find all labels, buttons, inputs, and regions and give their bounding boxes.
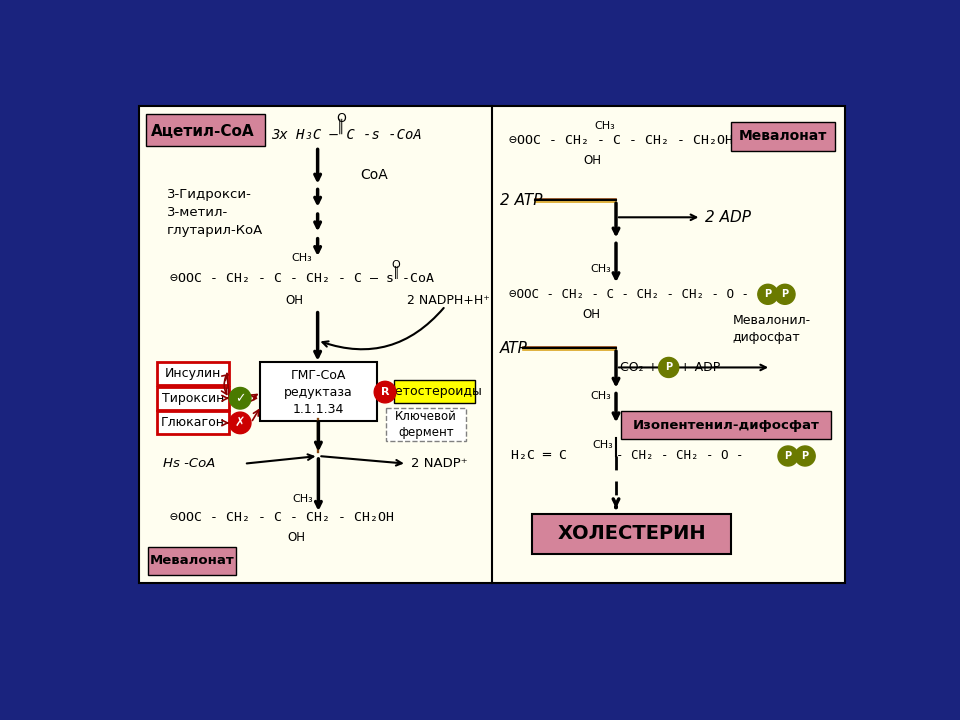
FancyBboxPatch shape	[532, 514, 731, 554]
Circle shape	[659, 357, 679, 377]
Text: 3-Гидрокси-
3-метил-
глутарил-КоА: 3-Гидрокси- 3-метил- глутарил-КоА	[166, 188, 263, 237]
FancyBboxPatch shape	[395, 379, 475, 403]
Text: Мевалонил-
дифосфат: Мевалонил- дифосфат	[732, 313, 810, 343]
Text: 2 ATP: 2 ATP	[500, 193, 542, 208]
Text: ⊖OOC - CH₂ - C - CH₂ - CH₂ - O -: ⊖OOC - CH₂ - C - CH₂ - CH₂ - O -	[509, 288, 749, 301]
Text: ✗: ✗	[235, 416, 246, 429]
FancyBboxPatch shape	[148, 547, 236, 575]
FancyBboxPatch shape	[157, 387, 228, 410]
Text: CH₃: CH₃	[292, 253, 313, 264]
FancyBboxPatch shape	[157, 362, 228, 385]
Text: Ацетил-CoA: Ацетил-CoA	[151, 124, 254, 138]
Text: ⊖OOC - CH₂ - C - CH₂ - CH₂OH: ⊖OOC - CH₂ - C - CH₂ - CH₂OH	[509, 134, 733, 147]
Text: + ADP: + ADP	[680, 361, 720, 374]
Text: OH: OH	[584, 154, 602, 167]
Text: Ключевой
фермент: Ключевой фермент	[396, 410, 457, 439]
Text: O: O	[392, 260, 400, 270]
Text: Глюкагон: Глюкагон	[161, 416, 225, 429]
Text: CH₃: CH₃	[293, 494, 313, 504]
Text: CH₃: CH₃	[592, 440, 613, 450]
FancyBboxPatch shape	[386, 408, 467, 441]
Text: Hs -CoA: Hs -CoA	[162, 457, 215, 470]
Text: CO₂ +: CO₂ +	[620, 361, 659, 374]
FancyBboxPatch shape	[146, 114, 265, 146]
Text: CH₃: CH₃	[594, 122, 614, 132]
Text: CH₃: CH₃	[590, 390, 611, 400]
Circle shape	[775, 284, 795, 305]
Circle shape	[374, 382, 396, 403]
Text: ⊖OOC - CH₂ - C - CH₂ - CH₂OH: ⊖OOC - CH₂ - C - CH₂ - CH₂OH	[170, 511, 395, 524]
Text: Тироксин: Тироксин	[161, 392, 224, 405]
Text: ║: ║	[393, 266, 399, 279]
Text: Мевалонат: Мевалонат	[738, 130, 827, 143]
Text: P: P	[781, 289, 788, 300]
Text: Мевалонат: Мевалонат	[150, 554, 234, 567]
Text: R: R	[381, 387, 390, 397]
Circle shape	[229, 387, 251, 409]
Text: OH: OH	[582, 308, 600, 321]
Text: Изопентенил-дифосфат: Изопентенил-дифосфат	[633, 419, 820, 432]
Text: ГМГ-CoA
редуктаза
1.1.1.34: ГМГ-CoA редуктаза 1.1.1.34	[284, 369, 352, 415]
Text: CoA: CoA	[360, 168, 388, 182]
Text: P: P	[665, 362, 672, 372]
FancyBboxPatch shape	[259, 362, 377, 420]
Circle shape	[795, 446, 815, 466]
Text: H₂C ═ C: H₂C ═ C	[512, 449, 567, 462]
Text: - CH₂ - CH₂ - O -: - CH₂ - CH₂ - O -	[616, 449, 743, 462]
Text: Инсулин: Инсулин	[165, 367, 221, 380]
Text: OH: OH	[285, 294, 303, 307]
Text: 2 NADPH+H⁺: 2 NADPH+H⁺	[407, 294, 490, 307]
FancyBboxPatch shape	[731, 122, 834, 151]
Text: CH₃: CH₃	[590, 264, 611, 274]
Text: 2 ADP: 2 ADP	[706, 210, 751, 225]
FancyBboxPatch shape	[139, 106, 845, 583]
Text: ХОЛЕСТЕРИН: ХОЛЕСТЕРИН	[557, 524, 706, 544]
Circle shape	[229, 412, 251, 433]
Text: 2 NADP⁺: 2 NADP⁺	[411, 457, 468, 470]
Text: P: P	[764, 289, 772, 300]
FancyBboxPatch shape	[621, 411, 831, 439]
Text: ✓: ✓	[235, 392, 246, 405]
Text: 3x H₃C — C -s -CoA: 3x H₃C — C -s -CoA	[271, 128, 421, 142]
Text: P: P	[784, 451, 792, 461]
Circle shape	[757, 284, 778, 305]
Text: Кетостероиды: Кетостероиды	[387, 384, 483, 398]
Text: O: O	[336, 112, 346, 125]
Text: ⊖OOC - CH₂ - C - CH₂ - C — s -CoA: ⊖OOC - CH₂ - C - CH₂ - C — s -CoA	[170, 272, 434, 285]
Text: OH: OH	[288, 531, 305, 544]
Circle shape	[778, 446, 798, 466]
Text: P: P	[802, 451, 808, 461]
Text: ATP: ATP	[500, 341, 528, 356]
Text: ║: ║	[337, 119, 345, 134]
FancyBboxPatch shape	[157, 411, 228, 434]
